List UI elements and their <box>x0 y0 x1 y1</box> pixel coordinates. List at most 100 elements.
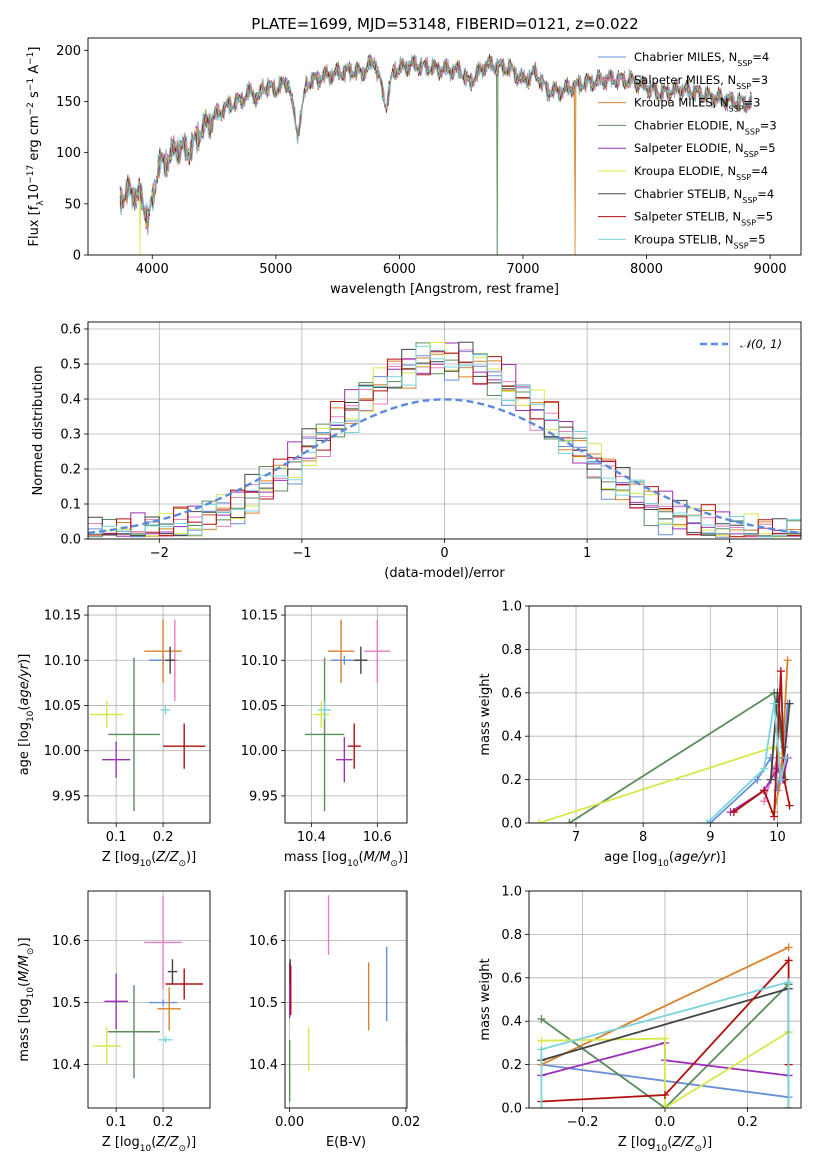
weight-marker <box>702 819 711 823</box>
x-tick-label: −1 <box>292 546 311 561</box>
x-tick-label: 0 <box>440 546 448 561</box>
x-tick-label: 0.02 <box>391 1115 420 1130</box>
weight-marker <box>784 943 793 952</box>
y-tick-label: 0.4 <box>501 730 522 745</box>
x-tick-label: 7 <box>572 830 580 845</box>
weight-marker <box>785 699 794 708</box>
weight-marker <box>729 808 738 817</box>
figure-title: PLATE=1699, MJD=53148, FIBERID=0121, z=0… <box>251 15 638 33</box>
residuals-panel: −2 −1 0 1 2 0.0 0.1 0.2 0.3 0.4 0.5 0.6 (data-model)… <box>31 321 802 581</box>
y-tick-label: 0.5 <box>60 358 81 373</box>
x-axis-label: age [log10(age/yr)] <box>604 850 726 869</box>
weight-series <box>540 980 790 1108</box>
spectrum-panel: 4000 5000 6000 7000 8000 9000 0 50 100 150 200 wave… <box>26 37 802 297</box>
legend-label: Salpeter ELODIE, NSSP=5 <box>634 141 776 159</box>
residual-histogram <box>88 345 801 539</box>
age-vs-mass-panel: 10.4 10.6 9.95 10.00 10.05 10.10 10.15 mass [lo… <box>241 605 408 869</box>
weight-marker <box>766 775 775 784</box>
y-tick-label: 0.6 <box>60 323 81 338</box>
x-tick-label: −2 <box>150 546 169 561</box>
x-tick-label: 6000 <box>383 262 416 277</box>
weight-marker <box>661 1034 669 1043</box>
weight-marker <box>784 956 793 965</box>
weight-series <box>541 946 789 1066</box>
x-tick-label: 0.2 <box>153 1115 174 1130</box>
y-axis-label: mass weight <box>478 673 493 755</box>
legend-label: Kroupa ELODIE, NSSP=4 <box>634 164 768 182</box>
y-axis-label: age [log10(age/yr)] <box>17 654 36 776</box>
x-tick-label: 0.00 <box>275 1115 304 1130</box>
weight-series <box>541 1031 790 1108</box>
x-axis-label: Z [log10(Z/Z⊙)] <box>102 1135 196 1154</box>
y-axis-label: Normed distribution <box>31 366 46 496</box>
axes-frame <box>87 37 802 256</box>
y-tick-label: 10.4 <box>249 1058 278 1073</box>
x-tick-label: 10 <box>769 830 786 845</box>
age-vs-Z-panel: 0.1 0.2 9.95 10.00 10.05 10.10 10.15 Z [log10(Z… <box>17 605 211 869</box>
weight-marker <box>760 797 769 806</box>
weight-marker <box>661 1104 669 1108</box>
y-tick-label: 0.6 <box>501 971 522 986</box>
mass-vs-ebv-panel: 0.00 0.02 10.4 10.5 10.6 E(B-V) <box>249 890 420 1150</box>
y-tick-label: 0.8 <box>501 643 522 658</box>
legend-label: Chabrier MILES, NSSP=4 <box>634 50 769 68</box>
weight-marker <box>535 819 544 823</box>
y-tick-label: 50 <box>64 197 81 212</box>
weight-marker <box>537 1104 546 1108</box>
x-tick-label: 1 <box>583 546 591 561</box>
x-tick-label: 0.2 <box>737 1115 758 1130</box>
x-tick-label: 0.1 <box>106 1115 127 1130</box>
weight-vs-Z-panel: −0.2 0.0 0.2 0.0 0.2 0.4 0.6 0.8 1.0 Z [log10(Z/Z… <box>478 885 802 1154</box>
legend-label: Salpeter STELIB, NSSP=5 <box>634 210 773 228</box>
y-tick-label: 0.0 <box>501 817 522 832</box>
x-tick-label: 5000 <box>259 262 292 277</box>
x-axis-label: Z [log10(Z/Z⊙)] <box>102 850 196 869</box>
y-tick-label: 10.10 <box>44 654 81 669</box>
axes-frame <box>284 605 408 824</box>
y-axis-label: mass weight <box>478 958 493 1040</box>
y-tick-label: 10.05 <box>44 699 81 714</box>
y-tick-label: 0.2 <box>501 1058 522 1073</box>
weight-marker <box>537 1045 546 1054</box>
spectrum-series <box>119 54 752 220</box>
y-tick-label: 0.8 <box>501 928 522 943</box>
weight-marker <box>565 819 574 823</box>
x-tick-label: 0.1 <box>106 830 127 845</box>
x-tick-label: 10.6 <box>363 830 392 845</box>
y-tick-label: 0.0 <box>501 1102 522 1117</box>
normal-curve <box>88 398 801 535</box>
y-tick-label: 150 <box>56 95 81 110</box>
legend-label: Chabrier ELODIE, NSSP=3 <box>634 118 777 136</box>
y-tick-label: 0.4 <box>60 393 81 408</box>
weight-marker <box>776 667 785 676</box>
y-axis-label: mass [log10(M/M⊙)] <box>17 937 36 1061</box>
y-tick-label: 9.95 <box>249 789 278 804</box>
y-tick-label: 0.6 <box>501 686 522 701</box>
axes-frame <box>87 890 211 1109</box>
weight-marker <box>766 753 775 762</box>
mass-vs-Z-panel: 0.1 0.2 10.4 10.5 10.6 Z [log10(Z/Z⊙)] mass [l… <box>17 890 211 1154</box>
weight-marker <box>770 699 779 708</box>
y-tick-label: 0.1 <box>60 498 81 513</box>
y-axis-label: Flux [fλ10−17 erg cm−2 s−1 A−1] <box>26 47 46 247</box>
axes-frame <box>528 890 802 1109</box>
weight-marker <box>785 801 794 810</box>
x-tick-label: 4000 <box>136 262 169 277</box>
spectrum-legend: Chabrier MILES, NSSP=4 Salpeter MILES, NS… <box>598 50 777 250</box>
y-tick-label: 9.95 <box>52 789 81 804</box>
x-tick-label: 9 <box>706 830 714 845</box>
weight-marker <box>537 1036 546 1045</box>
y-tick-label: 10.05 <box>241 699 278 714</box>
x-tick-label: 8000 <box>630 262 663 277</box>
x-axis-label: wavelength [Angstrom, rest frame] <box>330 282 559 297</box>
y-tick-label: 10.6 <box>52 934 81 949</box>
axes-frame <box>87 321 802 540</box>
x-axis-label: E(B-V) <box>326 1135 366 1150</box>
y-tick-label: 10.5 <box>52 996 81 1011</box>
y-tick-label: 10.4 <box>52 1058 81 1073</box>
legend-label: 𝒩(0, 1) <box>740 337 782 351</box>
weight-marker <box>770 812 779 821</box>
x-axis-label: mass [log10(M/M⊙)] <box>284 850 408 869</box>
y-tick-label: 1.0 <box>501 885 522 900</box>
